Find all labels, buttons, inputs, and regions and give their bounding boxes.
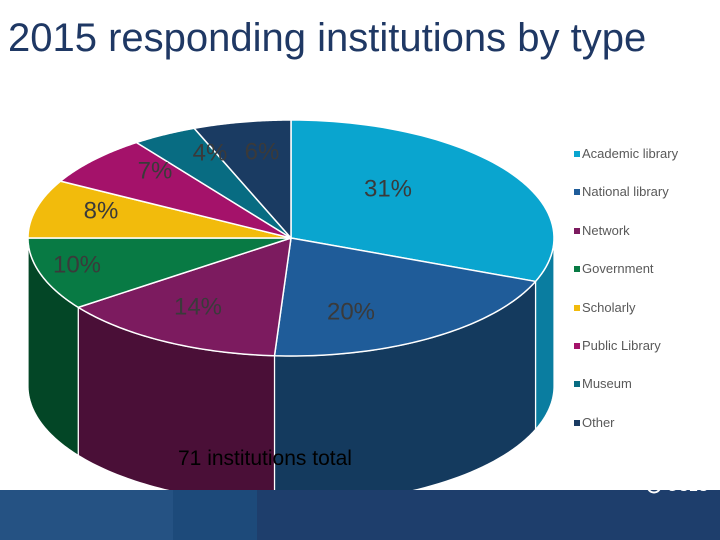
pie-slice-6 bbox=[135, 127, 292, 239]
legend-item: Public Library bbox=[574, 338, 678, 376]
data-label-0: 31% bbox=[364, 175, 412, 202]
legend-swatch bbox=[574, 227, 580, 234]
pie-slice-5 bbox=[59, 141, 292, 239]
legend-item: Scholarly bbox=[574, 300, 678, 338]
legend-swatch bbox=[574, 189, 580, 196]
legend-item: Museum bbox=[574, 376, 678, 414]
legend-label: Scholarly bbox=[582, 299, 636, 315]
legend-swatch bbox=[574, 342, 580, 349]
legend-swatch bbox=[574, 266, 580, 273]
pie-slice-3 bbox=[27, 237, 292, 309]
legend-item: Network bbox=[574, 223, 678, 261]
legend-label: Other bbox=[582, 414, 615, 430]
data-label-2: 14% bbox=[174, 293, 222, 320]
data-label-6: 4% bbox=[193, 139, 228, 166]
legend-item: Government bbox=[574, 261, 678, 299]
legend-swatch bbox=[574, 151, 580, 157]
legend-swatch bbox=[574, 381, 580, 388]
legend-swatch bbox=[574, 304, 580, 311]
legend-label: Public Library bbox=[582, 337, 661, 353]
pie-data-labels: 31% 20% 14% 10% 8% 7% 4% 6% bbox=[53, 138, 412, 325]
pie-slice-2 bbox=[77, 237, 292, 357]
chart-title: 2015 responding institutions by type bbox=[8, 16, 647, 60]
legend-item: Other bbox=[574, 415, 678, 453]
legend-label: Museum bbox=[582, 376, 632, 392]
data-label-1: 20% bbox=[327, 298, 375, 325]
legend-item: Academic library bbox=[574, 146, 678, 184]
footer-segment bbox=[173, 490, 257, 540]
oclc-logo-text: OCLC bbox=[667, 478, 709, 494]
oclc-logo-icon bbox=[646, 478, 662, 494]
legend-swatch bbox=[574, 419, 580, 426]
data-label-3: 10% bbox=[53, 251, 101, 278]
chart-subtitle: 71 institutions total bbox=[178, 447, 352, 470]
footer-bar bbox=[0, 490, 720, 540]
pie-slice-4 bbox=[27, 180, 292, 239]
legend-label: Government bbox=[582, 261, 654, 277]
legend-label: National library bbox=[582, 184, 669, 200]
legend-label: Academic library bbox=[582, 146, 679, 161]
pie-sides bbox=[27, 237, 555, 505]
pie-slices bbox=[27, 119, 555, 357]
footer-segment bbox=[0, 490, 173, 540]
pie-slice-0 bbox=[290, 119, 555, 283]
oclc-logo: OCLC bbox=[646, 478, 709, 494]
data-label-5: 7% bbox=[138, 157, 173, 184]
pie-slice-7 bbox=[193, 119, 292, 239]
data-label-7: 6% bbox=[245, 138, 280, 165]
legend-item: National library bbox=[574, 184, 678, 222]
legend-label: Network bbox=[582, 222, 630, 238]
pie-slice-1 bbox=[273, 237, 537, 357]
data-label-4: 8% bbox=[84, 197, 119, 224]
chart-legend: Academic library National library Network G… bbox=[574, 146, 678, 453]
